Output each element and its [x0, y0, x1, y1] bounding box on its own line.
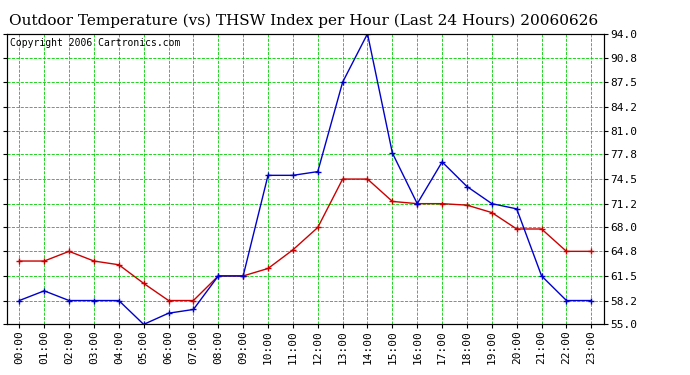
Text: Outdoor Temperature (vs) THSW Index per Hour (Last 24 Hours) 20060626: Outdoor Temperature (vs) THSW Index per …: [9, 13, 598, 27]
Text: Copyright 2006 Cartronics.com: Copyright 2006 Cartronics.com: [10, 38, 180, 48]
